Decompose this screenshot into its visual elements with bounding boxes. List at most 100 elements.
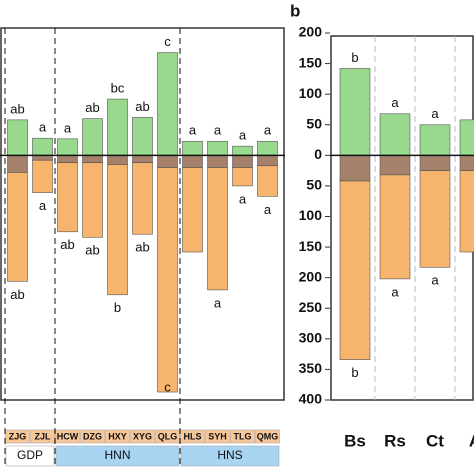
- bar-segment: [182, 167, 203, 253]
- bottom-label: a: [264, 202, 272, 217]
- category-box: [105, 429, 130, 444]
- x-tick-label: HLS: [184, 431, 202, 441]
- bar-segment: [419, 124, 451, 156]
- y-tick-label: 150: [299, 238, 323, 254]
- top-label: ab: [10, 101, 24, 116]
- bar-segment: [157, 155, 178, 168]
- bottom-label: a: [239, 191, 247, 206]
- bar-segment: [7, 155, 28, 173]
- group-box: [180, 445, 280, 467]
- top-label: a: [214, 123, 222, 138]
- group-box: [5, 445, 55, 467]
- x-tick-label: DZG: [83, 431, 102, 441]
- bar-segment: [57, 155, 78, 163]
- bar-segment: [207, 155, 228, 168]
- bar-segment: [82, 162, 103, 238]
- bar-segment: [207, 167, 228, 291]
- top-label: b: [351, 50, 358, 65]
- y-tick-label: 400: [299, 391, 323, 407]
- category-box: [130, 429, 155, 444]
- x-tick-label: TLG: [234, 431, 252, 441]
- panel-label: b: [290, 1, 300, 20]
- bar-segment: [339, 155, 371, 182]
- bar-segment: [339, 68, 371, 156]
- bar-segment: [232, 145, 253, 156]
- top-label: a: [391, 95, 399, 110]
- y-tick-label: 100: [299, 85, 323, 101]
- x-tick-label: ZJG: [9, 431, 27, 441]
- bar-segment: [7, 119, 28, 156]
- y-tick-label: 350: [299, 360, 323, 376]
- y-tick-label: 100: [299, 207, 323, 223]
- bar-segment: [32, 137, 53, 156]
- category-box: [55, 429, 80, 444]
- group-label: HNS: [217, 448, 242, 462]
- top-label: a: [431, 106, 439, 121]
- category-box: [255, 429, 280, 444]
- top-label: a: [39, 120, 47, 135]
- x-tick-label: HCW: [57, 431, 79, 441]
- top-label: c: [164, 34, 171, 49]
- bar-segment: [232, 155, 253, 168]
- category-box: [205, 429, 230, 444]
- bar-segment: [257, 140, 278, 156]
- bar-segment: [339, 180, 371, 360]
- bar-segment: [57, 138, 78, 156]
- bar-segment: [419, 155, 451, 171]
- x-tick-label: Rs: [384, 431, 406, 450]
- category-box: [80, 429, 105, 444]
- bar-segment: [132, 162, 153, 235]
- bottom-label: ab: [60, 237, 74, 252]
- bar-segment: [207, 140, 228, 156]
- bar-segment: [82, 118, 103, 156]
- top-label: a: [264, 123, 272, 138]
- y-tick-label: 200: [299, 24, 323, 40]
- top-label: a: [239, 128, 247, 143]
- bottom-label: b: [351, 365, 358, 380]
- x-tick-label: SYH: [208, 431, 227, 441]
- bar-segment: [107, 155, 128, 165]
- category-box: [230, 429, 255, 444]
- bar-segment: [57, 162, 78, 233]
- bar-segment: [459, 119, 474, 156]
- y-tick-label: 50: [306, 115, 322, 131]
- top-label: bc: [111, 80, 125, 95]
- bar-segment: [257, 155, 278, 167]
- bar-segment: [232, 167, 253, 187]
- group-label: GDP: [17, 448, 43, 462]
- x-tick-label: XYG: [133, 431, 152, 441]
- y-tick-label: 250: [299, 299, 323, 315]
- bar-segment: [379, 174, 411, 280]
- x-tick-label: QMG: [257, 431, 279, 441]
- bottom-label: ab: [85, 243, 99, 258]
- bottom-label: ab: [10, 287, 24, 302]
- bottom-label: a: [431, 273, 439, 288]
- bar-segment: [107, 164, 128, 296]
- bar-segment: [32, 159, 53, 193]
- bar-segment: [459, 155, 474, 171]
- x-tick-label: Bs: [344, 431, 366, 450]
- plot-frame: [0, 27, 285, 401]
- bottom-label: b: [114, 300, 121, 315]
- bar-segment: [257, 165, 278, 197]
- bar-segment: [182, 155, 203, 168]
- y-tick-label: 0: [314, 146, 322, 162]
- x-tick-label: QLG: [158, 431, 178, 441]
- bar-segment: [182, 140, 203, 156]
- bar-segment: [419, 170, 451, 268]
- bar-segment: [379, 155, 411, 176]
- bar-segment: [82, 155, 103, 163]
- bottom-label: ab: [135, 240, 149, 255]
- category-box: [30, 429, 55, 444]
- bar-segment: [132, 155, 153, 163]
- group-label: HNN: [105, 448, 131, 462]
- bar-segment: [157, 167, 178, 393]
- y-tick-label: 50: [306, 177, 322, 193]
- y-tick-label: 200: [299, 268, 323, 284]
- top-label: ab: [135, 99, 149, 114]
- bar-segment: [132, 117, 153, 156]
- bar-segment: [157, 52, 178, 156]
- bottom-label: c: [164, 379, 171, 394]
- bar-segment: [459, 170, 474, 253]
- bottom-label: a: [214, 295, 222, 310]
